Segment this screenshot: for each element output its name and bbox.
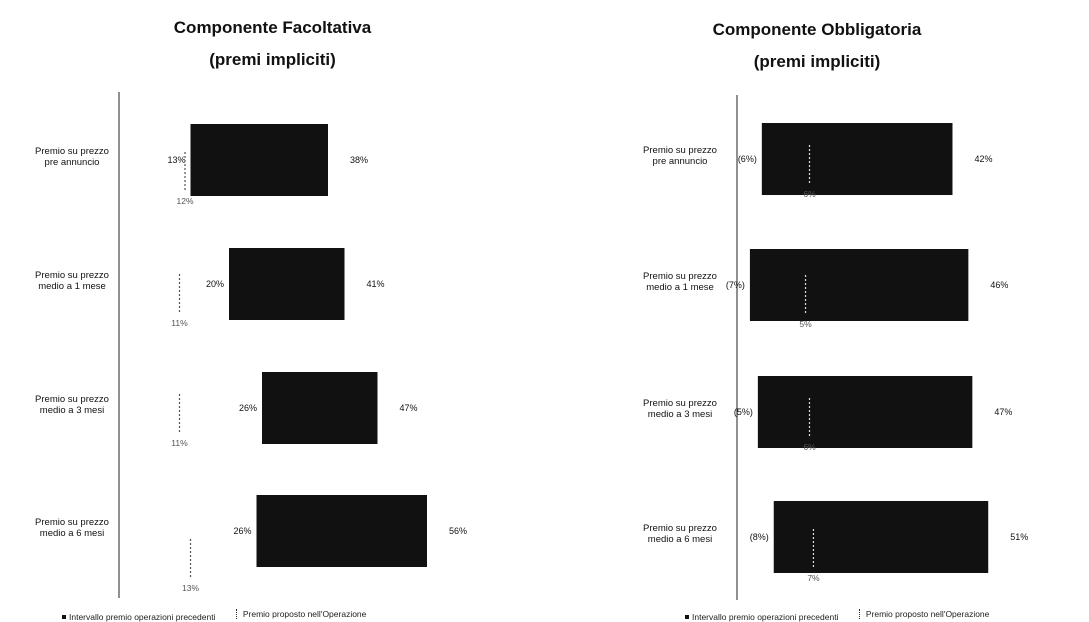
legend-item-offered: Premio proposto nell'Operazione bbox=[858, 609, 990, 619]
range-bar bbox=[773, 501, 989, 573]
offered-label: 11% bbox=[171, 318, 188, 328]
range-high-label: 38% bbox=[350, 155, 368, 165]
legend-marker-offered bbox=[235, 609, 238, 619]
category-label-line: medio a 1 mese bbox=[38, 281, 106, 292]
range-high-label: 41% bbox=[367, 279, 385, 289]
range-bar bbox=[229, 248, 345, 320]
range-high-label: 51% bbox=[1010, 532, 1028, 542]
category-label-line: medio a 3 mesi bbox=[648, 409, 712, 420]
range-high-label: 47% bbox=[994, 407, 1012, 417]
range-low-label: (7%) bbox=[726, 280, 745, 290]
range-low-label: 20% bbox=[206, 279, 224, 289]
category-label-line: Premio su prezzo bbox=[643, 523, 717, 534]
category-label-line: Premio su prezzo bbox=[35, 270, 109, 281]
chart-legend: Intervallo premio operazioni precedenti … bbox=[685, 609, 1007, 622]
offered-label: 5% bbox=[799, 319, 812, 329]
chart-plot-obbligatoria: Premio su prezzo pre annuncio (6%) 42%6%Pre… bbox=[643, 95, 1028, 600]
legend-swatch-range bbox=[685, 615, 689, 619]
category-label: Premio su prezzo pre annuncio bbox=[643, 145, 717, 167]
category-label-line: Premio su prezzo bbox=[35, 146, 109, 157]
range-low-label: (5%) bbox=[734, 407, 753, 417]
legend-label-offered: Premio proposto nell'Operazione bbox=[865, 609, 990, 619]
category-label: Premio su prezzo medio a 6 mesi bbox=[643, 523, 717, 545]
offered-label: 12% bbox=[176, 196, 193, 206]
legend-item-offered: Premio proposto nell'Operazione bbox=[235, 609, 367, 619]
range-bar bbox=[749, 249, 969, 321]
legend-label-range: Intervallo premio operazioni precedenti bbox=[69, 612, 216, 622]
chart-obbligatoria: Componente Obbligatoria (premi impliciti… bbox=[545, 0, 1089, 622]
category-label-line: medio a 6 mesi bbox=[648, 534, 712, 545]
legend-swatch-range bbox=[62, 615, 66, 619]
range-low-label: (6%) bbox=[738, 154, 757, 164]
category-label: Premio su prezzo medio a 3 mesi bbox=[643, 398, 717, 420]
range-bar bbox=[262, 372, 378, 444]
category-label-line: Premio su prezzo bbox=[35, 517, 109, 528]
offered-label: 13% bbox=[182, 583, 199, 593]
chart-title-line-2: (premi impliciti) bbox=[209, 50, 336, 69]
category-label-line: Premio su prezzo bbox=[643, 271, 717, 282]
offered-label: 7% bbox=[807, 573, 820, 583]
chart-title-line-1: Componente Obbligatoria bbox=[712, 20, 922, 39]
chart-title-line-1: Componente Facoltativa bbox=[173, 18, 372, 37]
category-label-line: Premio su prezzo bbox=[643, 398, 717, 409]
range-low-label: (8%) bbox=[750, 532, 769, 542]
range-bar bbox=[256, 495, 427, 567]
chart-facoltativa: Componente Facoltativa (premi impliciti)… bbox=[35, 18, 467, 622]
category-label: Premio su prezzo medio a 1 mese bbox=[35, 270, 109, 292]
range-high-label: 47% bbox=[400, 403, 418, 413]
legend-label-offered: Premio proposto nell'Operazione bbox=[242, 609, 367, 619]
offered-label: 6% bbox=[803, 189, 816, 199]
range-low-label: 26% bbox=[239, 403, 257, 413]
legend-label-range: Intervallo premio operazioni precedenti bbox=[692, 612, 839, 622]
category-label-line: medio a 3 mesi bbox=[40, 405, 104, 416]
legend-item-range: Intervallo premio operazioni precedenti bbox=[685, 612, 838, 622]
category-label: Premio su prezzo medio a 3 mesi bbox=[35, 394, 109, 416]
range-bar bbox=[757, 376, 973, 448]
category-label: Premio su prezzo pre annuncio bbox=[35, 146, 109, 168]
category-label-line: Premio su prezzo bbox=[35, 394, 109, 405]
range-low-label: 26% bbox=[233, 526, 251, 536]
range-high-label: 42% bbox=[974, 154, 992, 164]
offered-label: 6% bbox=[803, 442, 816, 452]
legend-item-range: Intervallo premio operazioni precedenti bbox=[62, 612, 215, 622]
category-label-line: medio a 1 mese bbox=[646, 282, 714, 293]
range-bar bbox=[190, 124, 328, 196]
category-label-line: pre annuncio bbox=[653, 156, 708, 167]
category-label: Premio su prezzo medio a 1 mese bbox=[643, 271, 717, 293]
category-label-line: medio a 6 mesi bbox=[40, 528, 104, 539]
range-low-label: 13% bbox=[167, 155, 185, 165]
range-bar bbox=[761, 123, 953, 195]
chart-plot-facoltativa: Premio su prezzo pre annuncio 13% 38%12%Pre… bbox=[35, 92, 467, 598]
category-label-line: pre annuncio bbox=[45, 157, 100, 168]
legend-marker-offered bbox=[858, 609, 861, 619]
category-label-line: Premio su prezzo bbox=[643, 145, 717, 156]
chart-title-line-2: (premi impliciti) bbox=[753, 52, 881, 71]
category-label: Premio su prezzo medio a 6 mesi bbox=[35, 517, 109, 539]
range-high-label: 56% bbox=[449, 526, 467, 536]
range-high-label: 46% bbox=[990, 280, 1008, 290]
offered-label: 11% bbox=[171, 438, 188, 448]
chart-legend: Intervallo premio operazioni precedenti … bbox=[62, 609, 384, 622]
